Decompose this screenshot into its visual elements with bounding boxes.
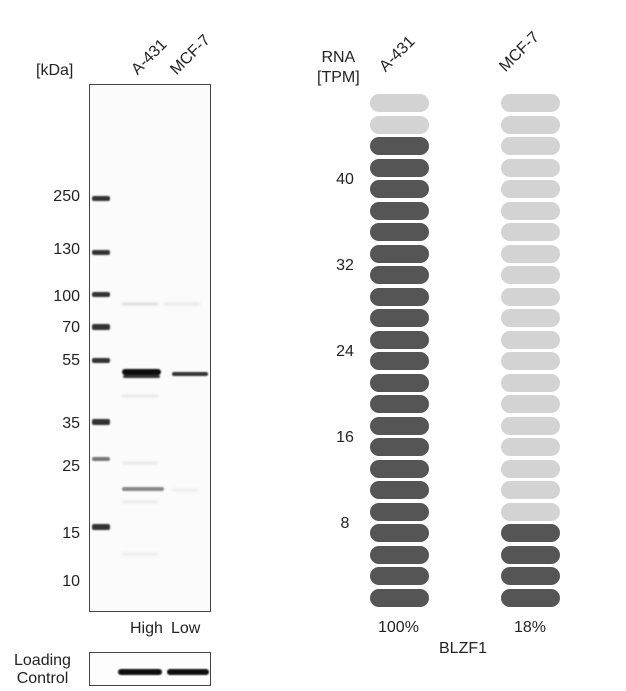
mw-label-10: 10 [62, 573, 80, 590]
ladder-band-55 [92, 358, 110, 363]
rna-percent-a431: 100% [378, 619, 419, 636]
mw-label-250: 250 [53, 188, 80, 205]
rna-segment [370, 180, 429, 198]
rna-segment [501, 459, 560, 478]
rna-segment [370, 158, 429, 177]
rna-segment [501, 201, 560, 220]
mw-label-70: 70 [62, 319, 80, 336]
rna-segment [370, 459, 429, 478]
rna-segment [501, 180, 560, 198]
ladder-band-35 [92, 419, 110, 425]
band-a431-low [122, 487, 164, 491]
rna-segment [501, 287, 560, 306]
ladder-band-15 [92, 524, 110, 530]
loading-control-line1: Loading [14, 652, 71, 669]
rna-segment [501, 158, 560, 177]
rna-segment [370, 137, 429, 155]
rna-segment [501, 223, 560, 241]
rna-segment [501, 395, 560, 413]
ladder-band-250 [92, 196, 110, 201]
band-a431-main [122, 369, 161, 375]
rna-segment [370, 588, 429, 607]
loading-band-mcf7 [167, 669, 209, 675]
rna-segment [501, 373, 560, 392]
mw-label-55: 55 [62, 352, 80, 369]
blot-lane-label-a431: A-431 [128, 36, 171, 79]
rna-segment [501, 567, 560, 585]
loading-control-line2: Control [16, 670, 69, 687]
rna-tick-32: 32 [336, 257, 354, 274]
rna-label-mcf7: MCF-7 [496, 28, 543, 76]
ladder-band-100 [92, 292, 110, 297]
loading-band-a431 [118, 669, 162, 675]
rna-segment [370, 416, 429, 435]
western-blot-image [89, 84, 211, 612]
rna-segment [370, 567, 429, 585]
rna-segment [501, 416, 560, 435]
rna-tick-16: 16 [336, 429, 354, 446]
rna-segment [501, 266, 560, 284]
band-a431-main-lower [123, 375, 160, 378]
rna-segment [501, 137, 560, 155]
mw-label-15: 15 [62, 525, 80, 542]
rna-segment [370, 395, 429, 413]
loading-control-label: Loading Control [14, 652, 71, 688]
rna-segment [501, 524, 560, 542]
rna-percent-mcf7: 18% [514, 619, 547, 636]
rna-segment [370, 244, 429, 263]
rna-segment [501, 588, 560, 607]
rna-segment [501, 244, 560, 263]
rna-segment [370, 481, 429, 499]
rna-segment [501, 94, 560, 112]
rna-segment [370, 309, 429, 327]
rna-segment [370, 373, 429, 392]
rna-segment [370, 545, 429, 564]
ladder-band-70 [92, 324, 110, 330]
ladder-band-130 [92, 250, 110, 255]
rna-tick-40: 40 [336, 171, 354, 188]
rna-header-line1: RNA [321, 49, 356, 66]
ladder-band-25 [92, 457, 110, 461]
rna-segment [370, 223, 429, 241]
mw-label-130: 130 [53, 241, 80, 258]
rna-segment [370, 502, 429, 521]
rna-segment [370, 115, 429, 134]
rna-header-line2: [TPM] [317, 69, 360, 86]
blot-bands [92, 196, 208, 555]
rna-segment [501, 438, 560, 456]
gene-name: BLZF1 [439, 640, 488, 657]
rna-segment [501, 502, 560, 521]
rna-segment [370, 352, 429, 370]
rna-segment [370, 287, 429, 306]
rna-segment [501, 330, 560, 349]
condition-low: Low [171, 620, 201, 637]
rna-segment [370, 330, 429, 349]
mw-label-35: 35 [62, 415, 80, 432]
rna-segment [370, 266, 429, 284]
rna-segment [501, 115, 560, 134]
rna-segment [370, 438, 429, 456]
rna-segment [501, 545, 560, 564]
rna-segment [370, 524, 429, 542]
rna-label-a431: A-431 [376, 33, 419, 76]
rna-segment [370, 94, 429, 112]
condition-high: High [130, 620, 163, 637]
rna-tick-8: 8 [340, 515, 350, 532]
loading-control-blot [89, 652, 211, 686]
rna-tick-24: 24 [336, 343, 354, 360]
rna-segment [501, 481, 560, 499]
mw-label-25: 25 [62, 458, 80, 475]
rna-segment [501, 309, 560, 327]
rna-segment [370, 201, 429, 220]
mw-label-100: 100 [53, 288, 80, 305]
kda-unit-label: [kDa] [36, 62, 74, 79]
rna-segment [501, 352, 560, 370]
rna-header: RNA [TPM] [317, 48, 360, 88]
band-mcf7-main [172, 372, 208, 376]
blot-lane-label-mcf7: MCF-7 [167, 31, 214, 79]
